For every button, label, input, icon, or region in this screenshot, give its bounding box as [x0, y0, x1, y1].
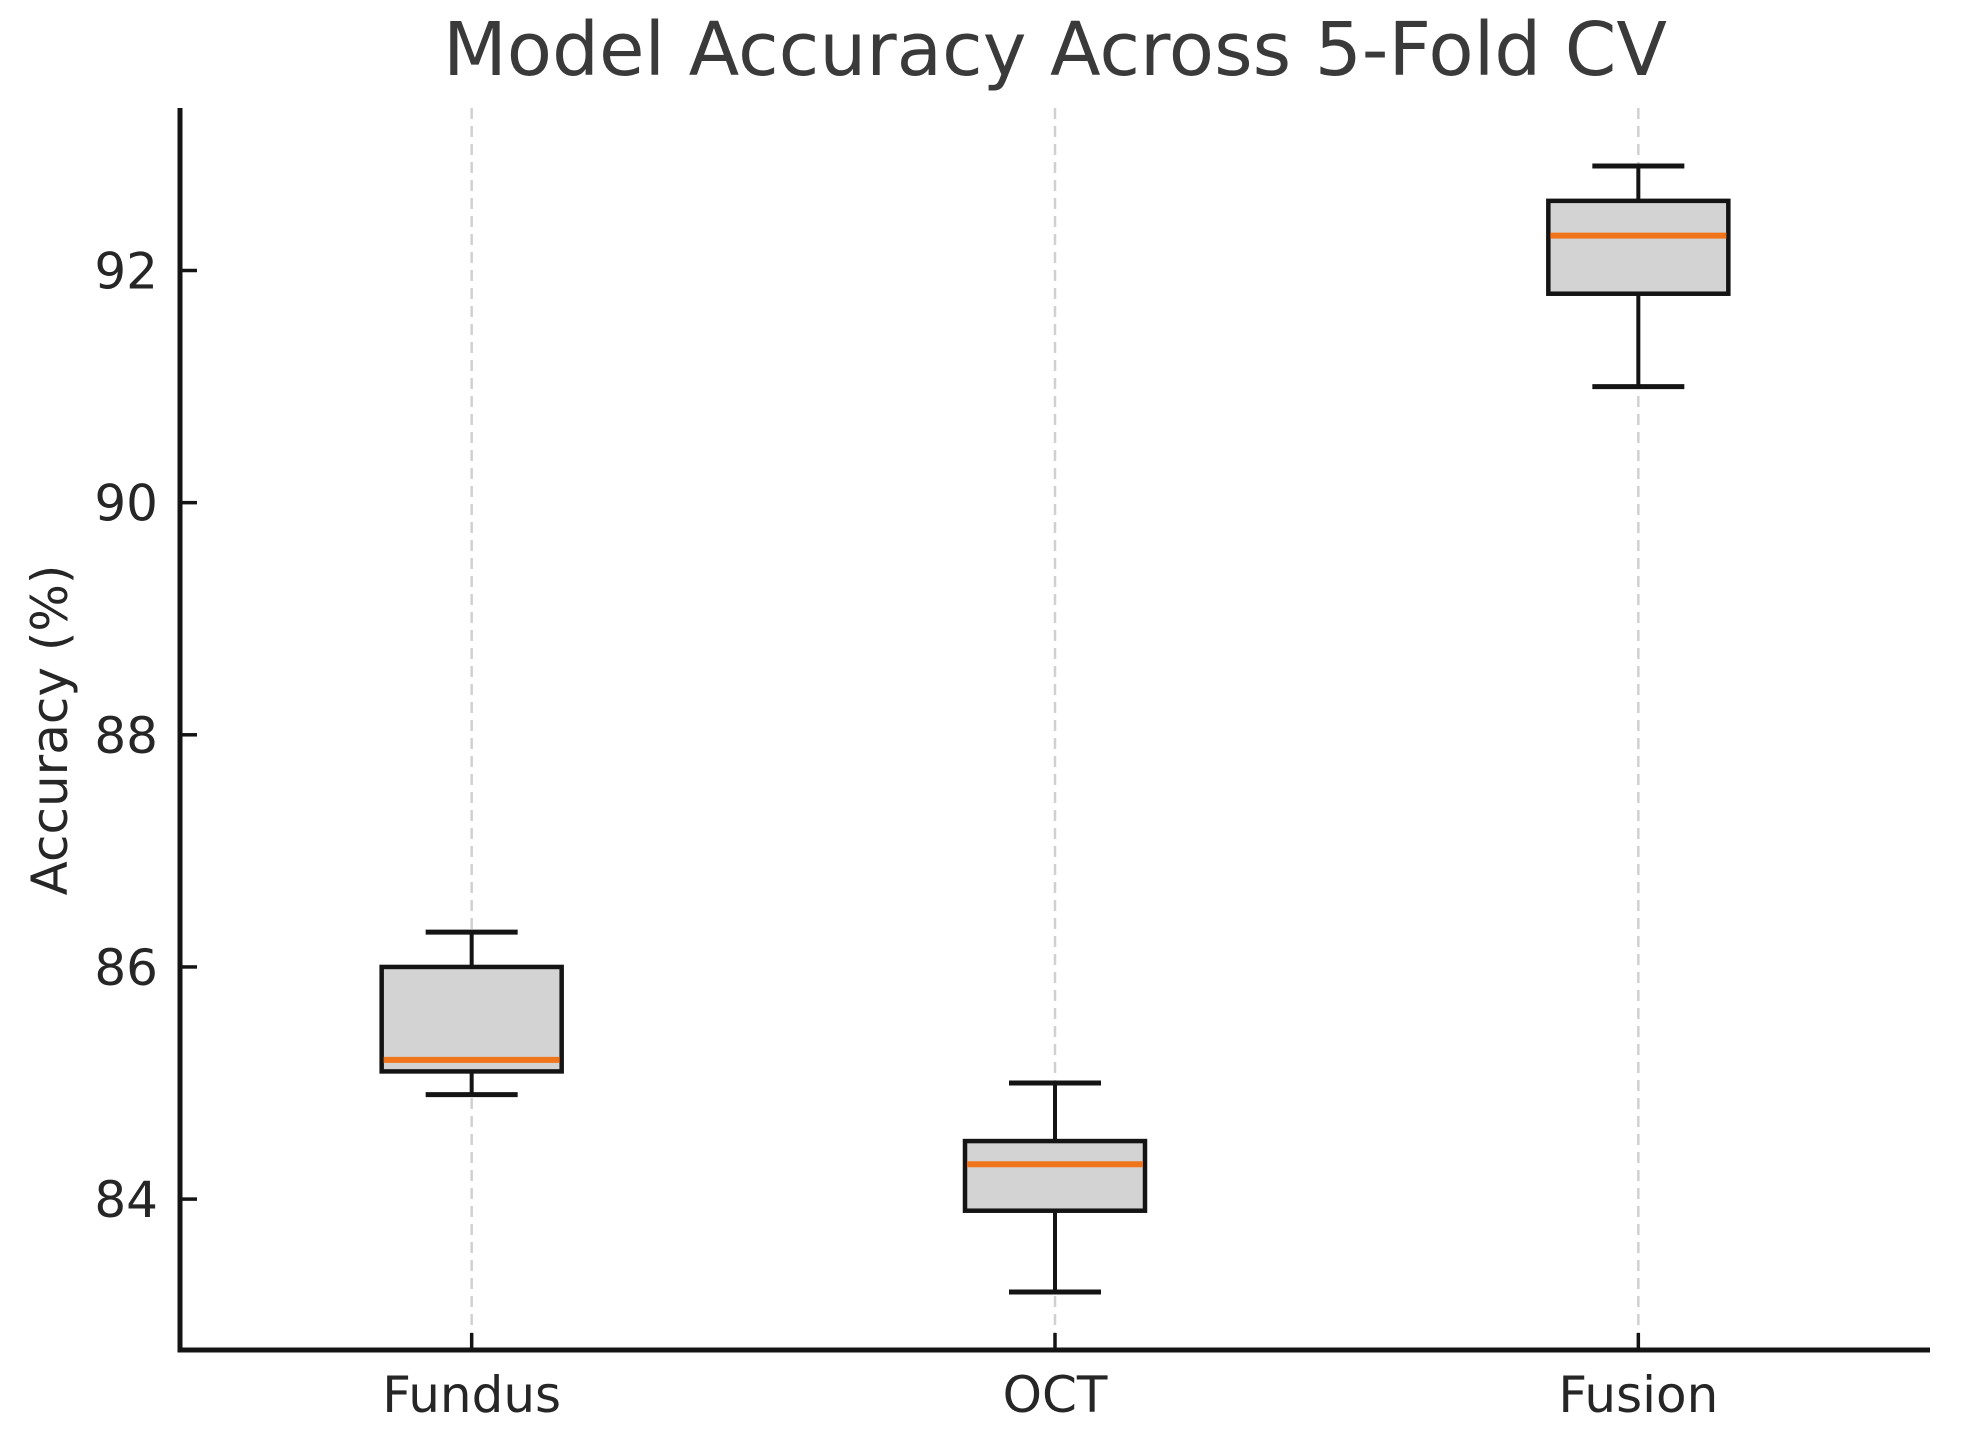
x-tick-label-fundus: Fundus — [382, 1366, 561, 1424]
y-tick-label-84: 84 — [94, 1171, 158, 1229]
y-tick-label-88: 88 — [94, 707, 158, 765]
y-tick-label-92: 92 — [94, 243, 158, 301]
box-fundus — [379, 964, 564, 1074]
y-tick-label-90: 90 — [94, 475, 158, 533]
box-fusion — [1546, 198, 1731, 296]
box-oct — [962, 1138, 1148, 1213]
y-tick-label-86: 86 — [94, 939, 158, 997]
x-tick-label-fusion: Fusion — [1558, 1366, 1718, 1424]
x-tick-label-oct: OCT — [1003, 1366, 1108, 1424]
chart-title: Model Accuracy Across 5-Fold CV — [442, 7, 1668, 93]
